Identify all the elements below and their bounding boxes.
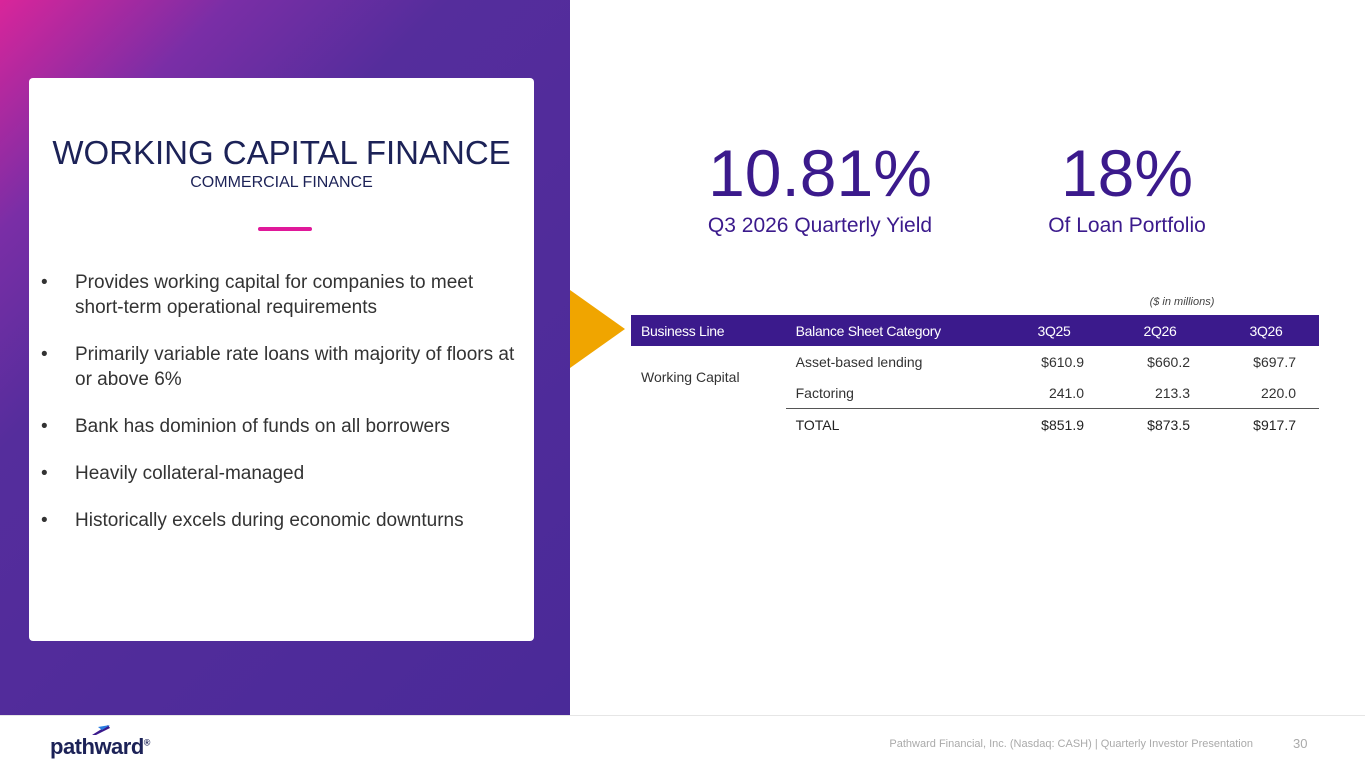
empty-cell [631,409,786,441]
header-cell: 3Q26 [1213,315,1319,346]
table-cell: 213.3 [1107,377,1213,409]
bullet: Heavily collateral-managed [29,461,524,486]
accent-bar [258,227,312,231]
bullet: Provides working capital for companies t… [29,270,524,320]
table-cell: $697.7 [1253,353,1296,370]
table-cell: 220.0 [1213,377,1319,409]
table-cell: Asset-based lending [795,353,923,370]
table-cell: Factoring [785,377,1001,409]
card-subtitle: COMMERCIAL FINANCE [190,174,373,191]
card: WORKING CAPITAL FINANCE COMMERCIAL FINAN… [29,78,534,641]
table-cell: $610.9 [1041,353,1084,370]
logo-registered: ® [143,737,151,748]
logo: pathward® [50,734,150,760]
total-cell: TOTAL [795,416,840,433]
total-cell: $917.7 [1253,416,1296,433]
card-title: WORKING CAPITAL FINANCE [52,134,511,171]
bullet-list: Provides working capital for companies t… [29,270,524,555]
footer-text: Pathward Financial, Inc. (Nasdaq: CASH) … [889,738,1253,750]
stat: 18% Of Loan Portfolio [967,138,1287,238]
table-cell: $660.2 [1147,353,1190,370]
header-row: Business Line Balance Sheet Category 3Q25 2… [631,315,1319,346]
header-cell: 3Q25 [1001,315,1107,346]
stat-label: Of Loan Portfolio [1048,214,1206,237]
business-line-cell: Working Capital [641,369,740,386]
stat-value: 18% [1060,136,1194,210]
arrow-triangle [570,290,625,368]
total-cell: $873.5 [1147,416,1190,433]
table-row: Factoring 241.0 213.3 220.0 [631,377,1319,409]
footer-rule [0,715,1365,716]
total-cell: $851.9 [1041,416,1084,433]
stat-value: 10.81% [708,136,932,210]
table-body: Working Capital Asset-based lending $610.9… [631,346,1319,440]
header-cell: Balance Sheet Category [785,315,1001,346]
table-row: Working Capital Asset-based lending $610.9… [631,346,1319,386]
page-number: 30 [1293,736,1308,751]
header-cell: Business Line [631,315,786,346]
header-cell: 2Q26 [1107,315,1213,346]
bullet: Primarily variable rate loans with major… [29,342,524,392]
table-cell: 241.0 [1001,377,1107,409]
logo-text: pathward [50,734,144,759]
table-note: ($ in millions) [1149,296,1215,308]
bullet: Historically excels during economic down… [29,508,524,533]
bullet: Bank has dominion of funds on all borrow… [29,414,524,439]
stat: 10.81% Q3 2026 Quarterly Yield [660,138,980,238]
total-row: TOTAL $851.9 $873.5 $917.7 [631,409,1319,441]
data-table: Business Line Balance Sheet Category 3Q25 2… [631,315,1319,440]
stat-label: Q3 2026 Quarterly Yield [707,214,933,237]
logo-mark [92,725,110,735]
